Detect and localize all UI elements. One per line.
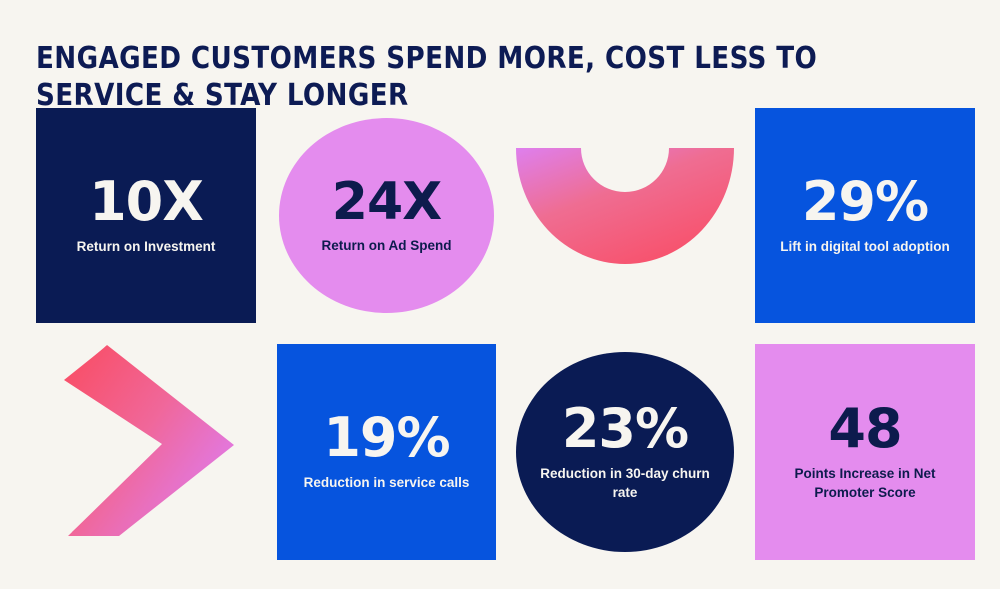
stat-card-roi: 10X Return on Investment <box>36 108 256 323</box>
stat-label-adoption: Lift in digital tool adoption <box>780 238 950 254</box>
page-title: Engaged customers spend more, cost less … <box>36 41 818 114</box>
stat-label-roas: Return on Ad Spend <box>321 237 452 253</box>
stat-value-adoption: 29% <box>801 169 929 233</box>
stat-card-service-calls: 19% Reduction in service calls <box>277 344 496 560</box>
half-donut-arc-icon <box>516 148 734 264</box>
stat-value-roi: 10X <box>89 169 204 233</box>
stat-value-service-calls: 19% <box>323 406 450 470</box>
stat-value-churn: 23% <box>561 397 689 461</box>
stat-label-nps: Points Increase in Net Promoter Score <box>794 466 936 500</box>
stat-value-roas: 24X <box>331 171 442 232</box>
stat-card-nps: 48 Points Increase in Net Promoter Score <box>755 344 975 560</box>
stat-card-adoption: 29% Lift in digital tool adoption <box>755 108 975 323</box>
stat-value-nps: 48 <box>828 397 902 461</box>
chevron-right-icon <box>64 340 236 540</box>
stat-card-churn: 23% Reduction in 30-day churn rate <box>516 352 734 552</box>
stat-label-service-calls: Reduction in service calls <box>303 475 470 491</box>
stat-label-roi: Return on Investment <box>76 238 216 254</box>
stat-label-churn: Reduction in 30-day churn rate <box>540 466 710 500</box>
stat-card-roas: 24X Return on Ad Spend <box>279 118 494 313</box>
